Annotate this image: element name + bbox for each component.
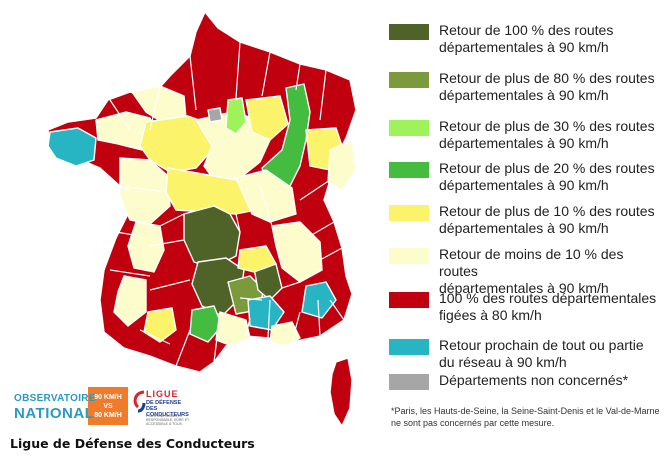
legend-swatch <box>389 120 429 136</box>
department-border <box>299 179 331 201</box>
speed-logo: 90 KM/H VS 80 KM/H <box>88 387 128 425</box>
department-border <box>259 185 273 227</box>
department-border <box>109 269 151 277</box>
observatoire-logo-line2: NATIONAL <box>14 405 95 422</box>
ligue-swirl-icon <box>133 390 146 413</box>
legend-item: Retour de plus de 80 % des routes départ… <box>389 70 664 104</box>
department-border <box>149 239 185 247</box>
legend-item: Retour de plus de 10 % des routes départ… <box>389 203 664 237</box>
region-pale-south <box>215 311 251 347</box>
department-border <box>245 317 251 337</box>
legend-item: Retour de plus de 20 % des routes départ… <box>389 160 664 194</box>
speed-logo-line1: 90 KM/H <box>94 393 122 401</box>
legend-label: Retour de plus de 20 % des routes départ… <box>439 160 655 193</box>
logos: OBSERVATOIRE NATIONAL 90 KM/H VS 80 KM/H… <box>10 386 190 426</box>
legend-item: Retour de 100 % des routes départemental… <box>389 22 664 56</box>
legend-item: Départements non concernés* <box>389 372 664 390</box>
department-border <box>189 55 197 111</box>
department-border <box>175 329 191 367</box>
legend-label: Retour de moins de 10 % des routes dépar… <box>439 246 624 296</box>
region-lime-aisne <box>225 97 247 135</box>
department-border <box>119 185 167 193</box>
department-border <box>109 99 131 131</box>
france-departments-map <box>47 11 357 427</box>
department-border <box>291 311 301 343</box>
ligue-logo-line2: DE DÉFENSE DES CONDUCTEURS <box>146 400 189 418</box>
department-border <box>239 297 263 301</box>
region-yellow-tarn <box>143 307 177 343</box>
observatoire-national-logo: OBSERVATOIRE NATIONAL <box>10 387 95 425</box>
caption: Ligue de Défense des Conducteurs <box>10 436 255 451</box>
legend-swatch <box>389 374 429 390</box>
department-border <box>317 299 321 337</box>
department-border <box>319 247 343 261</box>
department-border <box>139 329 171 345</box>
department-border <box>95 179 131 191</box>
department-border <box>149 279 191 291</box>
legend-swatch <box>389 24 429 40</box>
region-pale-landes <box>113 275 147 327</box>
speed-logo-line2: VS <box>103 402 113 410</box>
legend-item: 100 % des routes départementales figées … <box>389 290 664 324</box>
region-pale-vosges <box>327 139 357 191</box>
footnote: *Paris, les Hauts-de-Seine, la Seine-Sai… <box>391 406 660 428</box>
legend-item: Retour prochain de tout ou partie du rés… <box>389 337 664 371</box>
legend-swatch <box>389 205 429 221</box>
region-pale-rhone-alpes <box>271 221 323 283</box>
department-border <box>295 63 301 91</box>
legend-swatch <box>389 162 429 178</box>
department-border <box>319 69 327 121</box>
legend-item: Retour de plus de 30 % des routes départ… <box>389 118 664 152</box>
legend-item: Retour de moins de 10 % des routes dépar… <box>389 246 664 297</box>
region-dark-auvergne <box>191 257 245 317</box>
ligue-logo-line3: POUR UNE MOBILITÉ RESPONSABLE, SÛRE ET A… <box>146 414 190 426</box>
region-cyan-alpes <box>301 281 337 319</box>
legend-label: Retour de 100 % des routes départemental… <box>439 22 614 55</box>
speed-logo-line3: 80 KM/H <box>94 411 122 419</box>
region-yellow-centre-west <box>139 115 213 173</box>
legend-swatch <box>389 292 429 308</box>
ligue-logo: LIGUE DE DÉFENSE DES CONDUCTEURS POUR UN… <box>132 387 190 426</box>
department-border <box>281 281 301 289</box>
department-border <box>235 213 241 233</box>
region-corsica <box>329 357 353 427</box>
department-border <box>213 329 219 363</box>
region-yellow-loire-rhone <box>237 245 277 273</box>
region-finistere <box>47 127 97 167</box>
legend-label: Retour de plus de 30 % des routes départ… <box>439 118 655 151</box>
legend-swatch <box>389 339 429 355</box>
department-border <box>309 221 335 237</box>
region-yellow-aube <box>245 95 289 141</box>
department-border <box>267 299 271 339</box>
department-border <box>149 85 161 131</box>
legend-swatch <box>389 72 429 88</box>
region-idf-gray <box>207 107 223 123</box>
department-border <box>329 299 345 321</box>
observatoire-logo-line1: OBSERVATOIRE <box>14 393 96 404</box>
department-border <box>261 51 271 97</box>
department-border <box>103 229 141 237</box>
ligue-logo-line1: LIGUE <box>146 389 179 399</box>
region-dark-limousin <box>183 205 241 269</box>
department-border <box>235 41 241 99</box>
region-green-gers <box>189 305 223 343</box>
legend-label: Retour de plus de 10 % des routes départ… <box>439 203 655 236</box>
legend-label: Retour prochain de tout ou partie du rés… <box>439 337 644 370</box>
legend-label: Départements non concernés* <box>439 372 629 388</box>
legend-label: 100 % des routes départementales figées … <box>439 290 657 323</box>
legend-label: Retour de plus de 80 % des routes départ… <box>439 70 655 103</box>
department-border <box>159 213 185 227</box>
legend-swatch <box>389 248 429 264</box>
region-pale-bourgogne <box>235 169 297 223</box>
region-pale-west <box>119 157 171 225</box>
